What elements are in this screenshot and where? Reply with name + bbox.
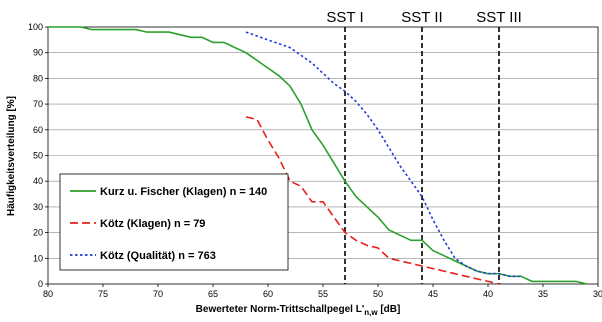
legend: Kurz u. Fischer (Klagen) n = 140 Kötz (Kl… bbox=[59, 173, 289, 271]
series-line bbox=[245, 31, 521, 278]
legend-label: Kurz u. Fischer (Klagen) n = 140 bbox=[100, 186, 267, 198]
x-tick-label: 50 bbox=[373, 289, 383, 299]
y-tick-label: 50 bbox=[33, 151, 43, 161]
y-axis-title: Häufigkeitsverteilung [%] bbox=[6, 96, 17, 216]
x-tick-label: 70 bbox=[153, 289, 163, 299]
x-axis-title-unit: [dB] bbox=[378, 304, 401, 315]
legend-box bbox=[59, 173, 289, 271]
sst-label: SST II bbox=[401, 9, 442, 26]
legend-label: Kötz (Klagen) n = 79 bbox=[100, 218, 205, 230]
reference-lines: SST I SST II SST III bbox=[326, 9, 522, 284]
y-ticks: 0 10 20 30 40 50 60 70 80 90 100 bbox=[28, 22, 48, 289]
legend-label: Kötz (Qualität) n = 763 bbox=[100, 250, 216, 262]
y-tick-label: 30 bbox=[33, 202, 43, 212]
x-ticks: 80 75 70 65 60 55 50 45 40 35 30 bbox=[43, 284, 602, 299]
x-tick-label: 45 bbox=[428, 289, 438, 299]
y-tick-label: 60 bbox=[33, 125, 43, 135]
x-tick-label: 35 bbox=[538, 289, 548, 299]
y-tick-label: 90 bbox=[33, 48, 43, 58]
x-tick-label: 75 bbox=[98, 289, 108, 299]
y-tick-label: 40 bbox=[33, 176, 43, 186]
y-tick-label: 0 bbox=[38, 279, 43, 289]
y-tick-label: 10 bbox=[33, 253, 43, 263]
y-tick-label: 70 bbox=[33, 99, 43, 109]
sst-label: SST I bbox=[326, 9, 363, 26]
x-tick-label: 30 bbox=[593, 289, 602, 299]
x-axis-title-main: Bewerteter Norm-Trittschallpegel L' bbox=[196, 304, 365, 315]
x-tick-label: 55 bbox=[318, 289, 328, 299]
x-tick-label: 65 bbox=[208, 289, 218, 299]
y-tick-label: 20 bbox=[33, 228, 43, 238]
y-tick-label: 100 bbox=[28, 22, 43, 32]
x-tick-label: 40 bbox=[483, 289, 493, 299]
sst-label: SST III bbox=[476, 9, 522, 26]
y-tick-label: 80 bbox=[33, 73, 43, 83]
x-tick-label: 60 bbox=[263, 289, 273, 299]
x-axis-title-subscript: n,w bbox=[364, 308, 378, 317]
x-axis-title: Bewerteter Norm-Trittschallpegel L'n,w [… bbox=[196, 304, 401, 317]
x-tick-label: 80 bbox=[43, 289, 53, 299]
